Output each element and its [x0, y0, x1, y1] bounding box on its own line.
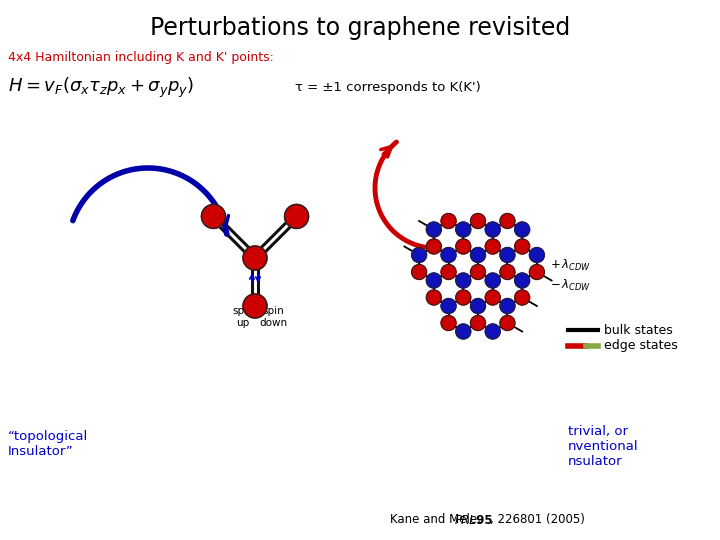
Circle shape — [515, 239, 530, 254]
Text: $-\,\lambda_{CDW}$: $-\,\lambda_{CDW}$ — [550, 278, 591, 293]
Circle shape — [426, 239, 441, 254]
Circle shape — [426, 290, 441, 305]
Circle shape — [470, 315, 485, 330]
Circle shape — [426, 273, 441, 288]
Text: spin
up: spin up — [232, 306, 254, 328]
Text: Kane and Mele,: Kane and Mele, — [390, 514, 485, 526]
Circle shape — [470, 247, 485, 262]
Circle shape — [441, 247, 456, 262]
Circle shape — [412, 247, 427, 262]
Circle shape — [456, 222, 471, 237]
Circle shape — [485, 222, 500, 237]
Circle shape — [284, 205, 309, 228]
Circle shape — [441, 213, 456, 228]
Text: Perturbations to graphene revisited: Perturbations to graphene revisited — [150, 16, 570, 40]
Circle shape — [529, 265, 544, 280]
Circle shape — [441, 265, 456, 280]
Circle shape — [441, 299, 456, 314]
Text: $+\,\lambda_{CDW}$: $+\,\lambda_{CDW}$ — [550, 258, 591, 273]
Circle shape — [515, 273, 530, 288]
Circle shape — [470, 265, 485, 280]
Text: τ = ±1 corresponds to K(K'): τ = ±1 corresponds to K(K') — [295, 82, 481, 94]
Circle shape — [515, 222, 530, 237]
Circle shape — [500, 315, 515, 330]
Circle shape — [456, 290, 471, 305]
Circle shape — [485, 290, 500, 305]
Circle shape — [456, 324, 471, 339]
Circle shape — [500, 265, 515, 280]
Circle shape — [529, 247, 544, 262]
Text: , 226801 (2005): , 226801 (2005) — [490, 514, 585, 526]
Text: “topological
Insulator”: “topological Insulator” — [8, 430, 89, 458]
Circle shape — [500, 213, 515, 228]
Circle shape — [485, 239, 500, 254]
Text: PRL: PRL — [455, 514, 477, 526]
Circle shape — [500, 247, 515, 262]
Circle shape — [485, 324, 500, 339]
Circle shape — [426, 222, 441, 237]
Circle shape — [470, 213, 485, 228]
Circle shape — [202, 205, 225, 228]
Text: 95: 95 — [472, 514, 492, 526]
Circle shape — [456, 273, 471, 288]
Text: edge states: edge states — [604, 340, 678, 353]
Text: $H = v_F\left(\sigma_x\tau_z p_x + \sigma_y p_y\right)$: $H = v_F\left(\sigma_x\tau_z p_x + \sigm… — [8, 76, 194, 100]
Text: trivial, or
nventional
nsulator: trivial, or nventional nsulator — [568, 425, 639, 468]
Circle shape — [500, 299, 515, 314]
Circle shape — [470, 299, 485, 314]
Text: 4x4 Hamiltonian including K and K' points:: 4x4 Hamiltonian including K and K' point… — [8, 51, 274, 64]
Circle shape — [515, 290, 530, 305]
Circle shape — [412, 265, 427, 280]
Circle shape — [243, 246, 267, 270]
Text: bulk states: bulk states — [604, 323, 672, 336]
Circle shape — [441, 315, 456, 330]
Circle shape — [485, 273, 500, 288]
Circle shape — [456, 239, 471, 254]
Circle shape — [243, 294, 267, 318]
Text: spin
down: spin down — [259, 306, 287, 328]
